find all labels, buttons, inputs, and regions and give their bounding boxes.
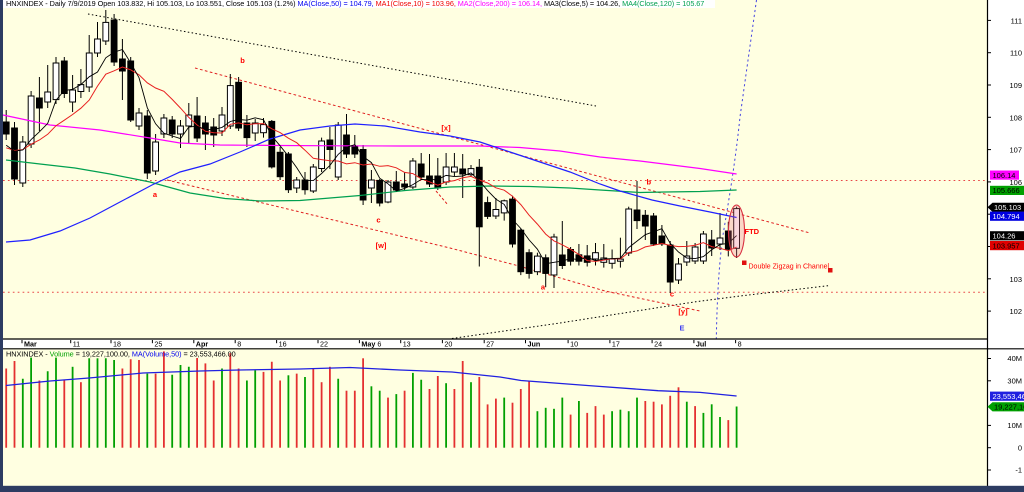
- svg-text:40M: 40M: [1007, 354, 1022, 363]
- svg-text:HNXINDEX - Volume = 19,227,100: HNXINDEX - Volume = 19,227,100.00, MA(Vo…: [6, 350, 236, 359]
- svg-text:[w]: [w]: [376, 241, 387, 250]
- svg-text:c: c: [670, 290, 674, 299]
- svg-text:25: 25: [154, 340, 162, 349]
- svg-text:22: 22: [320, 340, 328, 349]
- svg-text:a: a: [153, 190, 158, 199]
- svg-text:106.14: 106.14: [993, 171, 1016, 180]
- svg-text:105.666: 105.666: [993, 186, 1020, 195]
- svg-text:FTD: FTD: [745, 227, 760, 236]
- svg-text:104.794: 104.794: [993, 212, 1020, 221]
- svg-text:-1: -1: [1015, 466, 1022, 475]
- svg-text:104.26: 104.26: [993, 232, 1016, 241]
- svg-text:103: 103: [1009, 275, 1022, 284]
- svg-text:Double Zigzag in Channel: Double Zigzag in Channel: [749, 264, 830, 271]
- svg-text:18: 18: [113, 340, 121, 349]
- svg-text:23,553,46: 23,553,46: [993, 392, 1024, 401]
- svg-text:110: 110: [1010, 49, 1022, 58]
- svg-text:30M: 30M: [1007, 377, 1022, 386]
- svg-text:Jul: Jul: [696, 340, 706, 349]
- svg-text:c: c: [376, 216, 380, 225]
- svg-text:b: b: [647, 178, 652, 187]
- svg-text:E: E: [679, 324, 684, 333]
- svg-text:106: 106: [1009, 178, 1022, 187]
- svg-text:b: b: [240, 56, 245, 65]
- svg-text:111: 111: [1011, 16, 1022, 25]
- svg-text:108: 108: [1009, 113, 1022, 122]
- svg-text:10M: 10M: [1007, 421, 1022, 430]
- svg-text:24: 24: [654, 340, 662, 349]
- svg-text:HNXINDEX - Daily 7/9/2019 Open: HNXINDEX - Daily 7/9/2019 Open 103.832, …: [6, 0, 704, 8]
- svg-text:May 6: May 6: [361, 340, 381, 349]
- svg-text:16: 16: [279, 340, 287, 349]
- svg-text:105.103: 105.103: [994, 203, 1021, 212]
- svg-text:102: 102: [1009, 307, 1022, 316]
- svg-text:8: 8: [738, 340, 742, 349]
- svg-text:103.957: 103.957: [993, 241, 1020, 250]
- svg-text:Jun: Jun: [528, 340, 541, 349]
- svg-text:107: 107: [1009, 146, 1022, 155]
- svg-text:17: 17: [612, 340, 620, 349]
- svg-text:0: 0: [1018, 443, 1022, 452]
- svg-text:27: 27: [486, 340, 494, 349]
- svg-text:11: 11: [73, 340, 80, 349]
- svg-text:Mar: Mar: [24, 340, 37, 349]
- svg-text:13: 13: [403, 340, 411, 349]
- svg-text:Apr: Apr: [196, 340, 209, 349]
- svg-text:109: 109: [1009, 81, 1022, 90]
- svg-text:20: 20: [444, 340, 452, 349]
- svg-text:[y]: [y]: [678, 307, 688, 316]
- svg-text:8: 8: [237, 340, 241, 349]
- svg-text:[x]: [x]: [441, 124, 451, 133]
- svg-text:a: a: [541, 283, 546, 292]
- svg-text:19,227,10: 19,227,10: [994, 403, 1024, 412]
- svg-text:10: 10: [570, 340, 578, 349]
